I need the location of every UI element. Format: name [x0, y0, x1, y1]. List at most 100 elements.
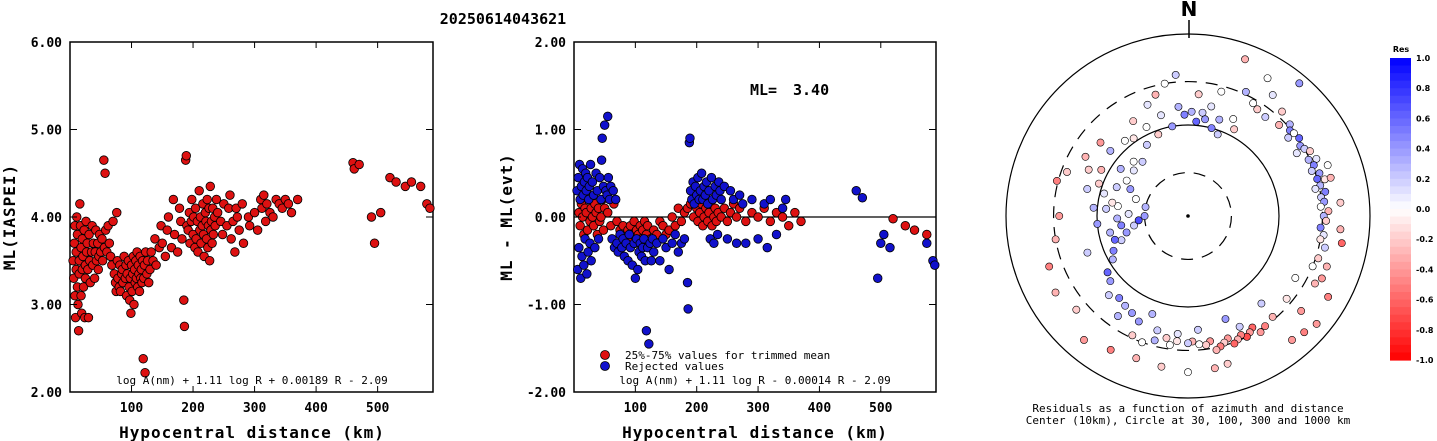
data-point-series-1 [585, 159, 596, 170]
data-point-series-0 [76, 291, 86, 301]
data-point-series-0 [575, 221, 585, 231]
data-point-series-0 [376, 207, 386, 218]
x-tick-label: 100 [624, 401, 648, 416]
station-residual-point [1120, 136, 1129, 145]
station-residual-point [1106, 277, 1115, 286]
station-residual-point [1295, 79, 1304, 88]
station-residual-point [1173, 330, 1182, 338]
data-point-series-0 [84, 229, 94, 240]
colorbar-cell [1390, 209, 1411, 218]
data-point-series-0 [230, 247, 240, 257]
colorbar-tick-label: 0.6 [1416, 114, 1431, 123]
data-point-series-1 [857, 193, 868, 203]
data-point-series-1 [780, 194, 791, 205]
station-residual-point [1095, 179, 1103, 188]
ml-value: 3.40 [793, 81, 829, 99]
colorbar-cell [1390, 299, 1411, 308]
data-point-series-0 [226, 234, 236, 244]
data-point-series-1 [753, 234, 763, 244]
station-residual-point [1213, 130, 1222, 139]
data-point-series-0 [129, 299, 139, 310]
station-residual-point [1316, 202, 1325, 211]
legend-label-trimmed: 25%-75% values for trimmed mean [625, 349, 830, 362]
station-residual-point [1300, 328, 1309, 337]
data-point-series-0 [104, 238, 115, 248]
polar-caption-line1: Residuals as a function of azimuth and d… [1032, 402, 1343, 415]
colorbar-cell [1390, 193, 1411, 203]
x-tick-label: 300 [746, 401, 770, 416]
data-point-series-0 [731, 212, 742, 222]
y-tick-label: 0.00 [535, 211, 566, 226]
data-point-series-0 [598, 225, 609, 235]
legend-marker-trimmed [600, 350, 610, 360]
y-tick-label: 2.00 [31, 386, 62, 401]
colorbar-cell [1390, 292, 1411, 301]
colorbar: Res 1.0 0.8 0.6 0.4 0.2 0.0 -0.2 -0.4 -0.6 -0.8 -1… [1390, 45, 1434, 365]
station-residual-point [1291, 274, 1300, 282]
ml-label: ML= [750, 81, 777, 99]
station-residual-point [1089, 203, 1098, 212]
colorbar-tick-label: -1.0 [1416, 356, 1434, 365]
data-point-series-0 [667, 212, 677, 222]
data-point-series-0 [292, 194, 303, 205]
panel2-marks [572, 111, 940, 349]
station-residual-point [1198, 108, 1207, 117]
data-point-series-0 [78, 282, 89, 292]
station-residual-point [1278, 107, 1286, 116]
station-residual-point [1336, 198, 1345, 207]
data-point-series-1 [624, 229, 634, 240]
station-residual-point [1253, 105, 1262, 114]
station-residual-point [1304, 155, 1313, 164]
station-residual-point [1113, 202, 1122, 211]
ring-100km [1096, 124, 1280, 308]
station-residual-point [1241, 55, 1249, 64]
data-point-series-0 [354, 159, 364, 170]
station-residual-point [1192, 117, 1201, 126]
station-residual-point [1195, 340, 1204, 349]
y-tick-label: 6.00 [31, 36, 62, 51]
colorbar-tick-label: 0.2 [1416, 175, 1430, 184]
colorbar-cell [1390, 133, 1411, 142]
station-residual-point [1229, 115, 1238, 123]
station-residual-point [1124, 210, 1133, 218]
colorbar-cell [1390, 269, 1411, 278]
station-residual-point [1102, 204, 1111, 213]
colorbar-cell [1390, 246, 1411, 255]
station-residual-point [1080, 336, 1088, 344]
colorbar-cell [1390, 216, 1411, 225]
colorbar-tick-label: -0.4 [1416, 265, 1434, 274]
data-point-series-0 [741, 216, 751, 227]
data-point-series-1 [873, 273, 883, 283]
colorbar-cell [1390, 337, 1411, 346]
x-tick-label: 100 [120, 401, 144, 416]
colorbar-title: Res [1393, 45, 1410, 54]
station-residual-point [1129, 134, 1138, 143]
data-point-series-1 [646, 256, 657, 266]
data-point-series-0 [283, 199, 294, 209]
data-point-series-1 [596, 155, 607, 165]
station-residual-point [1104, 291, 1113, 300]
station-residual-point [1110, 235, 1119, 244]
station-residual-point [1116, 164, 1125, 173]
colorbar-tick-label: -0.8 [1416, 326, 1434, 335]
colorbar-tick-label: 1.0 [1416, 54, 1431, 63]
station-residual-point [1083, 248, 1092, 257]
data-point-series-1 [747, 194, 757, 205]
data-point-series-0 [722, 216, 733, 227]
station-residual-point [1284, 133, 1293, 142]
data-point-series-0 [753, 212, 763, 222]
x-tick-label: 400 [808, 401, 832, 416]
station-residual-point [1109, 246, 1118, 255]
station-residual-point [1106, 345, 1115, 354]
station-residual-point [1324, 207, 1333, 215]
data-point-series-1 [593, 234, 604, 244]
station-residual-point [1215, 115, 1224, 124]
data-point-series-1 [734, 190, 745, 200]
station-residual-point [1337, 239, 1346, 248]
y-tick-label: 5.00 [31, 124, 62, 139]
panel2-formula: log A(nm) + 1.11 log R - 0.00014 R - 2.0… [619, 374, 891, 387]
data-point-series-1 [679, 234, 690, 244]
station-residual-point [1150, 336, 1159, 345]
epicenter-marker [1186, 214, 1190, 218]
station-residual-point [1313, 175, 1322, 183]
